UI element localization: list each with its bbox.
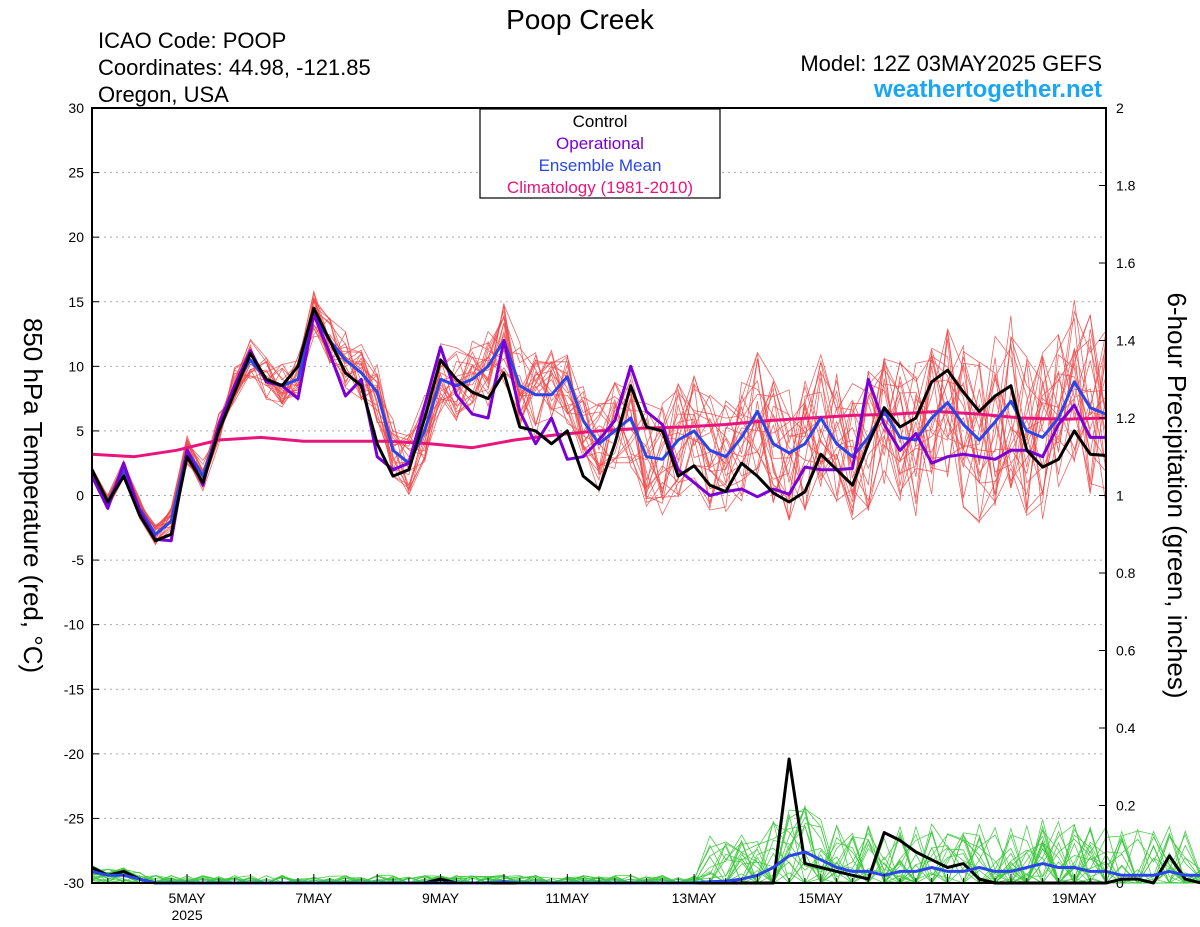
left-tick-label: -5: [72, 552, 85, 568]
temp-member-line: [91, 313, 1107, 528]
left-tick-label: 5: [76, 423, 84, 439]
temp-member-line: [91, 306, 1107, 529]
left-tick-label: 10: [68, 358, 84, 374]
temp-member-line: [91, 300, 1107, 540]
coordinates: Coordinates: 44.98, -121.85: [98, 55, 371, 80]
control-line: [90, 306, 1107, 543]
temp-member-line: [91, 299, 1107, 540]
right-tick-label: 2: [1116, 100, 1124, 116]
temp-member-line: [91, 308, 1107, 526]
precip-member-line: [91, 809, 1200, 885]
left-tick-label: 15: [68, 294, 84, 310]
precip-member-line: [91, 808, 1200, 885]
x-tick-label: 13MAY: [672, 890, 718, 906]
legend-entry: Operational: [556, 134, 644, 153]
legend: Control Operational Ensemble Mean Climatolo…: [479, 108, 721, 199]
left-tick-label: 0: [76, 488, 84, 504]
right-tick-label: 0: [1116, 875, 1124, 891]
site-link[interactable]: weathertogether.net: [873, 76, 1102, 103]
left-tick-label: -30: [64, 875, 84, 891]
legend-entry: Control: [573, 112, 628, 131]
right-tick-label: 1: [1116, 488, 1124, 504]
precip-member-line: [91, 807, 1200, 885]
right-tick-label: 0.6: [1116, 643, 1136, 659]
legend-box: [479, 108, 721, 199]
right-tick-label: 1.2: [1116, 410, 1136, 426]
temp-member-line: [91, 307, 1107, 538]
axes: -30-25-20-15-10-505101520253000.20.40.60…: [18, 100, 1192, 923]
right-tick-label: 0.8: [1116, 565, 1136, 581]
left-tick-label: -15: [64, 681, 84, 697]
left-tick-label: 30: [68, 100, 84, 116]
region: Oregon, USA: [98, 82, 229, 107]
chart-title: Poop Creek: [506, 4, 654, 35]
x-tick-label: 9MAY: [422, 890, 460, 906]
y-axis-left-label: 850 hPa Temperature (red, °C): [18, 318, 48, 673]
x-tick-label: 7MAY: [295, 890, 333, 906]
left-tick-label: -10: [64, 617, 84, 633]
precip-member-line: [91, 807, 1200, 884]
x-tick-sublabel: 2025: [171, 907, 202, 923]
temp-member-line: [91, 299, 1107, 530]
right-tick-label: 1.6: [1116, 255, 1136, 271]
icao-code: ICAO Code: POOP: [98, 28, 287, 53]
left-tick-label: 25: [68, 165, 84, 181]
model-run: Model: 12Z 03MAY2025 GEFS: [800, 51, 1102, 76]
plot-frame: [91, 107, 1107, 884]
grid-lines: [92, 172, 1106, 819]
precip-member-line: [91, 804, 1200, 885]
right-tick-label: 0.4: [1116, 720, 1136, 736]
ensemble-members: [91, 289, 1200, 885]
x-tick-label: 5MAY: [169, 890, 207, 906]
legend-entry: Ensemble Mean: [539, 156, 662, 175]
x-tick-label: 17MAY: [925, 890, 971, 906]
left-tick-label: 20: [68, 229, 84, 245]
y-axis-right-label: 6-hour Precipitation (green, inches): [1162, 292, 1192, 698]
precip-member-line: [91, 814, 1200, 885]
right-tick-label: 1.8: [1116, 178, 1136, 194]
legend-entry: Climatology (1981-2010): [507, 178, 693, 197]
right-tick-label: 0.2: [1116, 798, 1136, 814]
temp-member-line: [91, 323, 1107, 528]
left-tick-label: -20: [64, 746, 84, 762]
right-tick-label: 1.4: [1116, 333, 1136, 349]
left-tick-label: -25: [64, 810, 84, 826]
x-tick-label: 11MAY: [545, 890, 589, 906]
x-tick-label: 15MAY: [798, 890, 844, 906]
x-tick-label: 19MAY: [1052, 890, 1098, 906]
